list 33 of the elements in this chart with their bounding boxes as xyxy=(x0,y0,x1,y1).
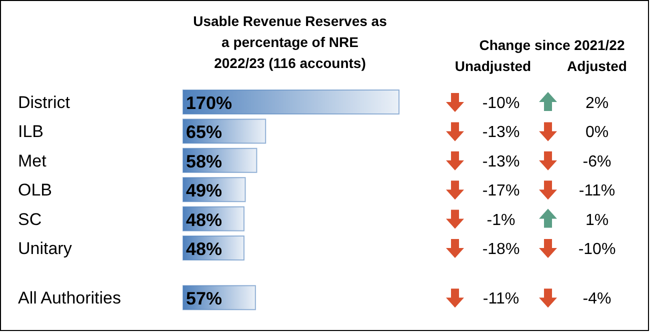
y-tick-label: All Authorities xyxy=(18,288,121,308)
data-label: 170% xyxy=(186,93,232,113)
chart-title: Usable Revenue Reserves as a percentage of NRE 2022/23 (116 accounts) xyxy=(193,13,388,71)
y-tick-label: Met xyxy=(18,151,47,170)
data-label: 57% xyxy=(186,288,222,309)
data-label: 2% xyxy=(585,95,609,112)
data-label: -11% xyxy=(578,182,616,200)
y-tick-label: SC xyxy=(18,210,42,229)
data-label: -6% xyxy=(582,153,612,170)
text: Unadjusted xyxy=(454,58,532,74)
text: Change since 2021/22 xyxy=(479,37,625,53)
data-label: -4% xyxy=(582,290,612,308)
data-label: -10% xyxy=(482,95,520,112)
data-label: -10% xyxy=(578,241,616,258)
text: Adjusted xyxy=(567,58,627,74)
data-label: 0% xyxy=(585,124,609,142)
data-label: 58% xyxy=(186,151,222,172)
data-label: 48% xyxy=(186,239,222,259)
bar xyxy=(182,90,400,114)
y-tick-label: ILB xyxy=(18,122,44,142)
data-label: 1% xyxy=(585,212,609,229)
data-label: 65% xyxy=(186,122,222,142)
y-tick-label: Unitary xyxy=(18,239,72,258)
data-label: -13% xyxy=(482,153,520,170)
data-label: 48% xyxy=(186,210,222,230)
data-label: 49% xyxy=(186,180,222,201)
data-label: -13% xyxy=(482,124,520,142)
data-label: -11% xyxy=(482,290,520,308)
data-label: -1% xyxy=(486,212,516,229)
data-label: -18% xyxy=(482,241,520,258)
y-tick-label: OLB xyxy=(18,180,52,200)
data-label: -17% xyxy=(482,182,520,200)
y-tick-label: District xyxy=(18,93,70,112)
